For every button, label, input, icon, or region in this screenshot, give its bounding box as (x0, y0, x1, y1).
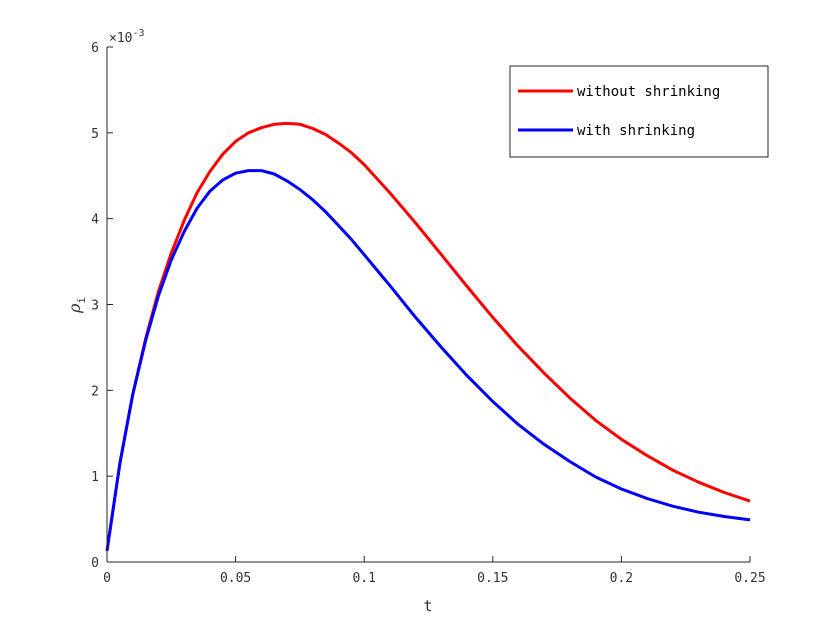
y-axis-label-symbol: ρ (65, 303, 84, 314)
legend-box (509, 65, 769, 158)
y-exponent-label: ×10-3 (109, 28, 145, 46)
x-tick-label: 0 (103, 571, 111, 586)
x-tick-label: 0.2 (610, 571, 633, 586)
y-tick-label: 5 (91, 127, 99, 142)
x-tick-label: 0.1 (352, 571, 375, 586)
y-axis-label-subscript: i (75, 297, 88, 304)
x-ticks: 0 0.05 0.1 0.15 0.2 0.25 (103, 556, 766, 586)
y-tick-label: 4 (91, 213, 99, 228)
legend-label-with-shrinking: with shrinking (577, 123, 695, 139)
x-tick-label: 0.05 (220, 571, 251, 586)
y-tick-label: 2 (91, 384, 99, 399)
y-axis-label: ρi (65, 297, 88, 314)
series-line-with-shrinking (105, 169, 751, 552)
y-tick-label: 1 (91, 470, 99, 485)
x-axis-label: t (423, 597, 432, 615)
svg-text:ρi: ρi (65, 297, 88, 314)
y-tick-label: 6 (91, 41, 99, 56)
x-tick-label: 0.25 (734, 571, 765, 586)
y-tick-label: 0 (91, 556, 99, 571)
legend-label-without-shrinking: without shrinking (577, 84, 720, 100)
y-ticks: 0 1 2 3 4 5 6 (91, 41, 113, 571)
y-exponent-power: -3 (132, 28, 144, 39)
series-line-without-shrinking (105, 121, 751, 552)
legend: without shrinking with shrinking (509, 65, 769, 158)
y-tick-label: 3 (91, 299, 99, 314)
x-tick-label: 0.15 (477, 571, 508, 586)
series-layer (105, 121, 751, 552)
y-exponent-base: ×10 (109, 31, 132, 46)
